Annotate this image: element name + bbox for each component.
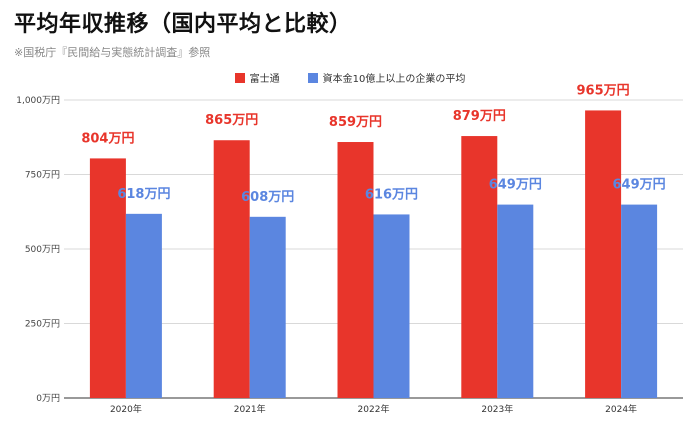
data-label-average: 618万円 <box>117 187 170 202</box>
y-tick-label: 1,000万円 <box>16 95 60 106</box>
bar-fujitsu <box>337 142 374 398</box>
x-tick-label: 2023年 <box>481 403 513 415</box>
chart-subtitle: ※国税庁『民間給与実態統計調査』参照 <box>14 46 211 59</box>
x-tick-label: 2024年 <box>605 403 637 415</box>
data-label-average: 649万円 <box>613 178 666 193</box>
data-label-fujitsu: 965万円 <box>577 83 630 98</box>
y-tick-label: 750万円 <box>25 170 60 181</box>
data-label-fujitsu: 859万円 <box>329 115 382 130</box>
legend-item-fujitsu: 富士通 <box>234 70 280 85</box>
data-label-average: 608万円 <box>241 190 294 205</box>
data-label-average: 649万円 <box>489 178 542 193</box>
legend-label-fujitsu: 富士通 <box>249 74 280 85</box>
chart-title: 平均年収推移（国内平均と比較） <box>14 12 352 37</box>
bar-fujitsu <box>461 136 498 399</box>
data-label-fujitsu: 804万円 <box>81 131 134 146</box>
legend-item-average: 資本金10億上以上の企業の平均 <box>307 70 466 85</box>
bar-fujitsu <box>213 140 250 399</box>
x-tick-label: 2020年 <box>110 403 142 415</box>
y-tick-label: 0万円 <box>36 393 60 404</box>
bar-average <box>621 204 658 398</box>
y-tick-label: 500万円 <box>25 244 60 255</box>
bar-average <box>125 213 162 398</box>
data-label-average: 616万円 <box>365 187 418 202</box>
bar-fujitsu <box>585 110 622 399</box>
legend-swatch-average <box>307 72 318 83</box>
data-label-fujitsu: 879万円 <box>453 109 506 124</box>
legend: 富士通 資本金10億上以上の企業の平均 <box>0 70 700 85</box>
bar-fujitsu <box>89 158 126 398</box>
data-label-fujitsu: 865万円 <box>205 113 258 128</box>
legend-swatch-fujitsu <box>234 72 245 83</box>
y-tick-label: 250万円 <box>25 319 60 330</box>
legend-label-average: 資本金10億上以上の企業の平均 <box>322 74 466 85</box>
x-tick-label: 2021年 <box>234 403 266 415</box>
bar-average <box>249 216 286 398</box>
bar-average <box>497 204 534 398</box>
bar-average <box>373 214 410 398</box>
x-tick-label: 2022年 <box>358 403 390 415</box>
